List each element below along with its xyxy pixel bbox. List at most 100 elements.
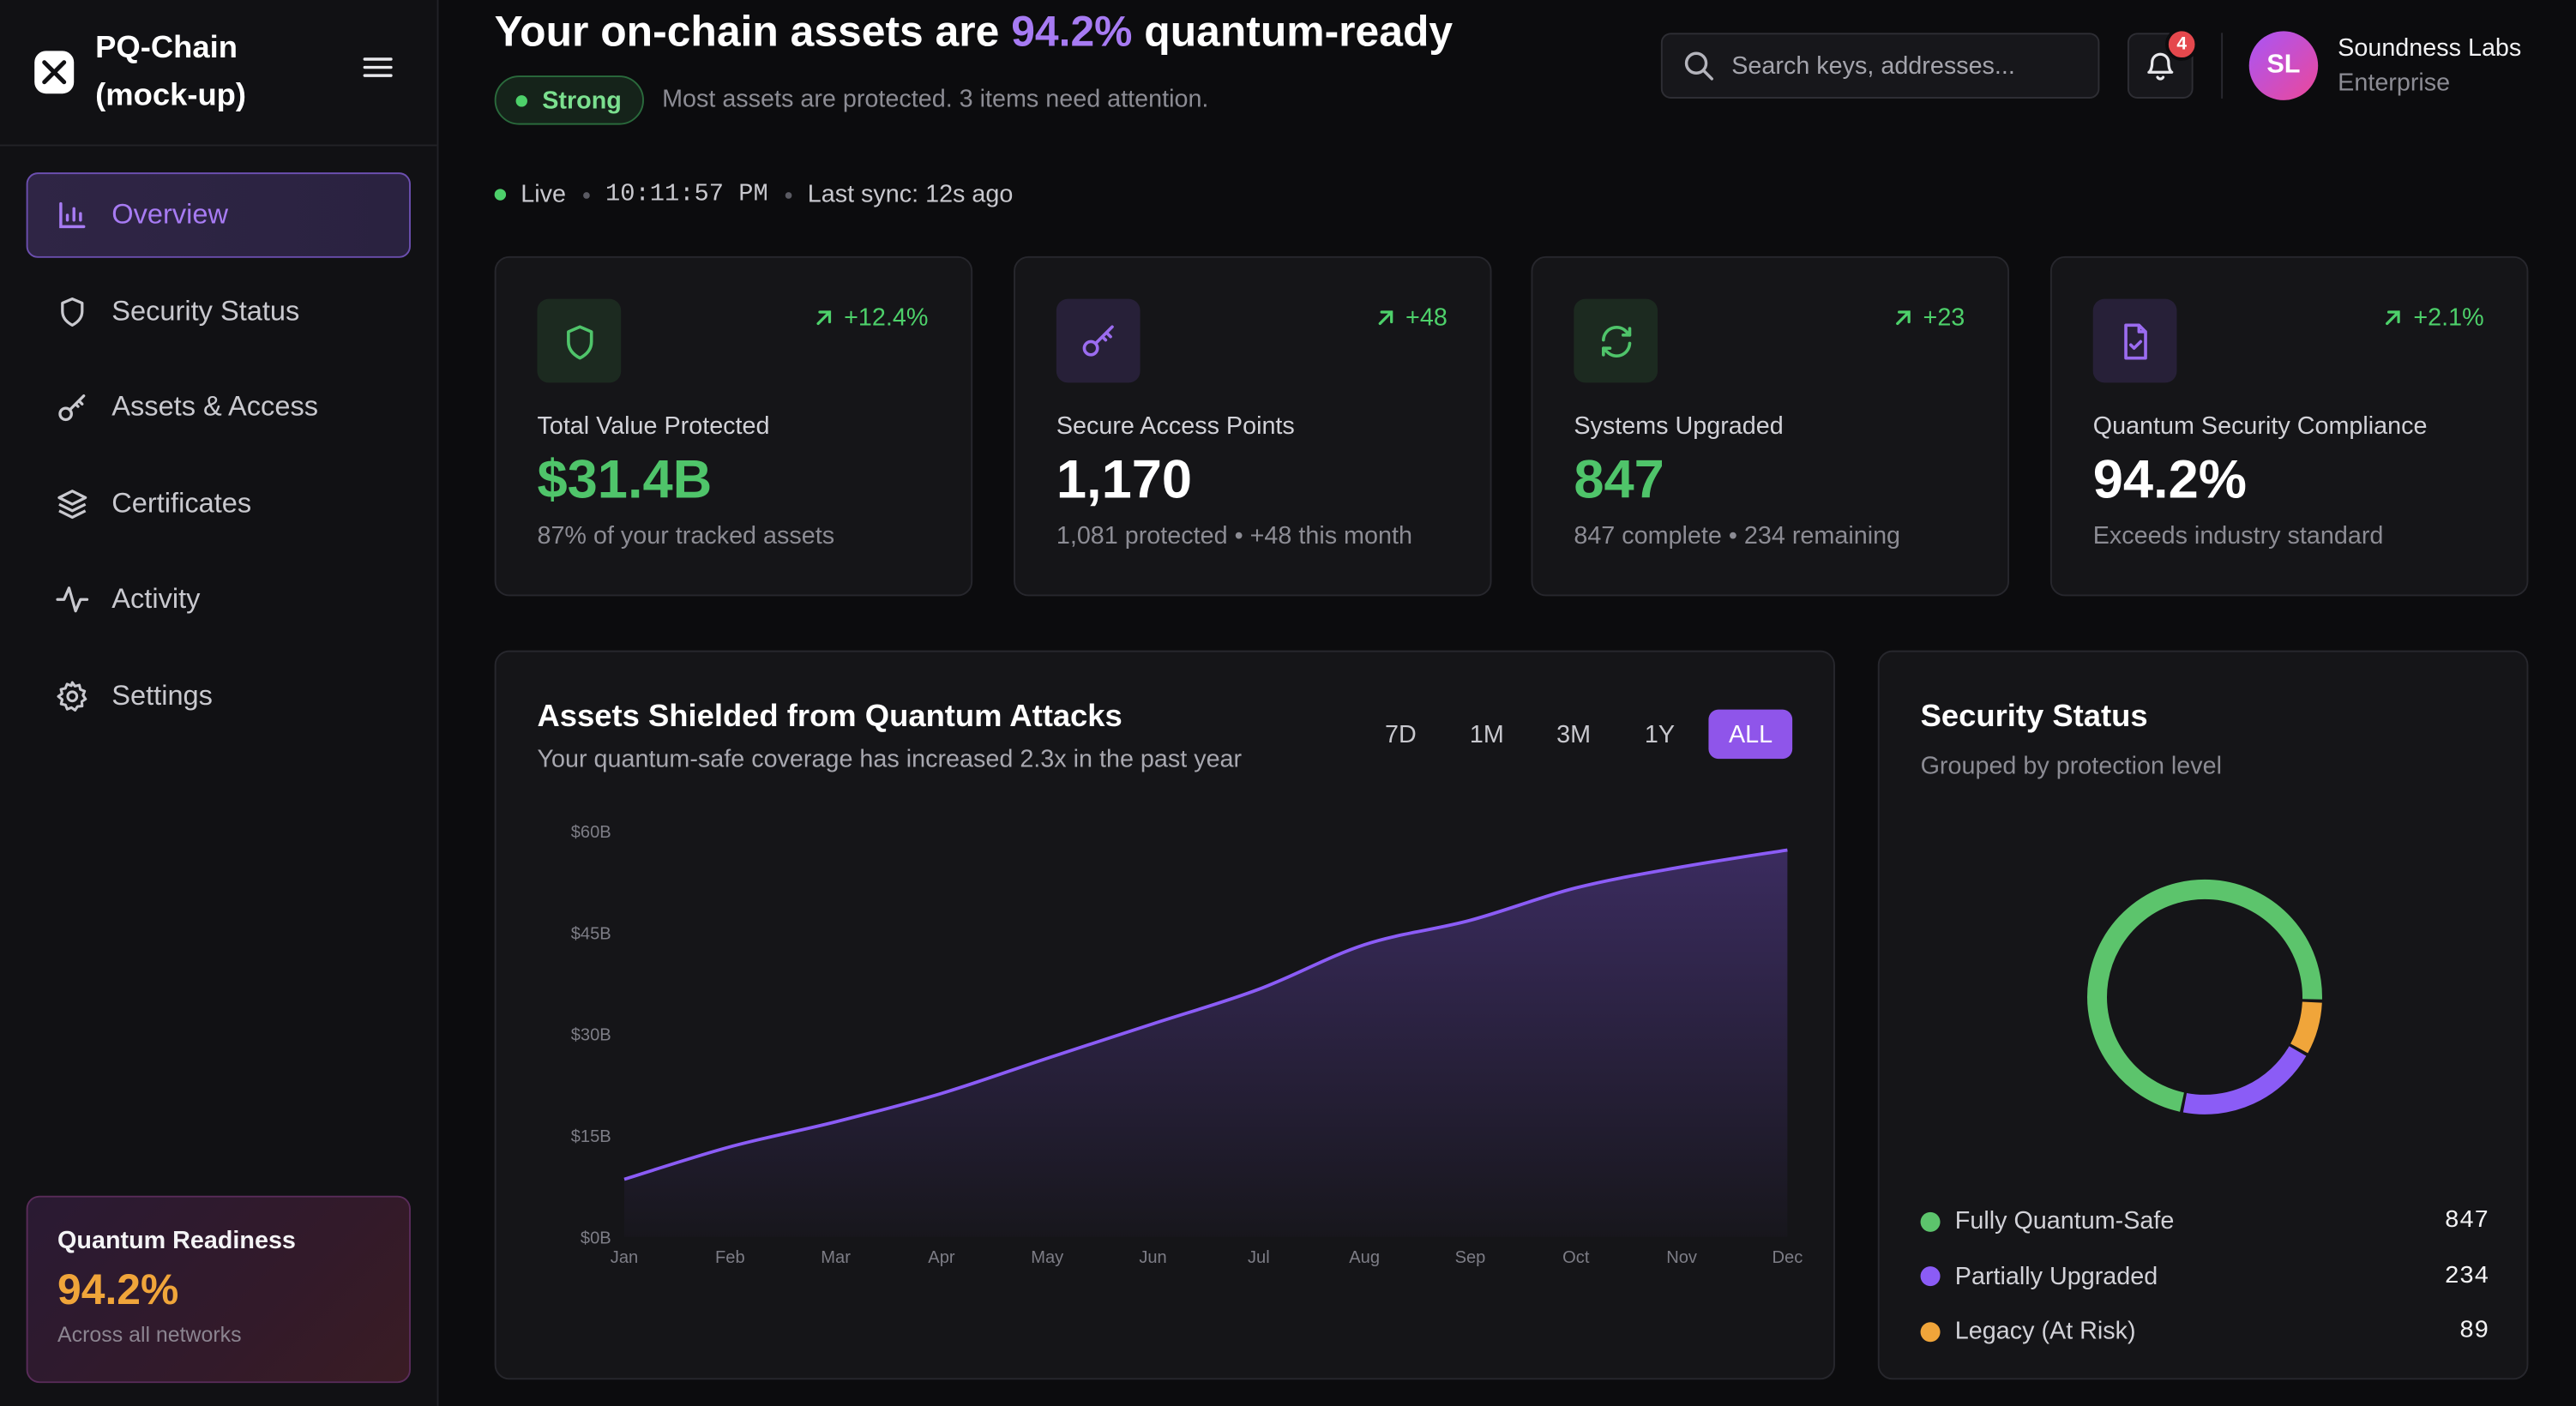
range-tab-1m[interactable]: 1M <box>1469 720 1504 748</box>
range-tab-all[interactable]: ALL <box>1709 709 1793 760</box>
kpi-delta: +12.4% <box>813 303 928 332</box>
sidebar-item-label: Security Status <box>111 294 300 327</box>
separator-dot <box>582 191 589 198</box>
x-tick-label: Nov <box>1666 1248 1697 1267</box>
gear-icon <box>57 680 87 711</box>
sidebar-item-activity[interactable]: Activity <box>27 556 411 642</box>
range-tab-1y[interactable]: 1Y <box>1644 720 1676 748</box>
status-message: Most assets are protected. 3 items need … <box>662 85 1209 114</box>
kpi-value: $31.4B <box>537 448 713 509</box>
headline-text-end: quantum-ready <box>1132 6 1454 57</box>
legend-item-legacy: Legacy (At Risk) 89 <box>1920 1304 2489 1359</box>
legend-item-partially-upgraded: Partially Upgraded 234 <box>1920 1249 2489 1304</box>
kpi-value: 847 <box>1574 448 1664 509</box>
x-tick-label: Aug <box>1349 1248 1380 1267</box>
kpi-label: Systems Upgraded <box>1574 412 1784 441</box>
separator-dot <box>784 191 791 198</box>
kpi-subtitle: Exceeds industry standard <box>2092 522 2384 550</box>
sidebar-item-settings[interactable]: Settings <box>27 653 411 739</box>
sidebar-item-overview[interactable]: Overview <box>26 172 411 258</box>
x-tick-label: Jul <box>1248 1248 1270 1267</box>
kpi-delta: +2.1% <box>2382 303 2484 332</box>
kpi-card-total-value[interactable]: +12.4% Total Value Protected $31.4B 87% … <box>494 255 973 597</box>
headline-percent: 94.2% <box>1011 6 1133 57</box>
readiness-subtitle: Across all networks <box>57 1322 242 1347</box>
donut-slice-fully-quantum-safe[interactable] <box>2087 879 2322 1112</box>
x-tick-label: Jun <box>1139 1248 1166 1267</box>
kpi-label: Secure Access Points <box>1056 412 1295 441</box>
page-title: Your on-chain assets are 94.2% quantum-r… <box>495 7 1453 57</box>
y-tick-label: $45B <box>571 924 611 943</box>
live-label: Live <box>521 180 567 209</box>
security-legend: Fully Quantum-Safe 847 Partially Upgrade… <box>1920 1194 2489 1360</box>
file-check-icon <box>2123 322 2146 359</box>
search-input[interactable] <box>1731 51 2061 80</box>
readiness-title: Quantum Readiness <box>57 1227 296 1255</box>
refresh-icon <box>1601 325 1631 358</box>
legend-label: Legacy (At Risk) <box>1954 1317 2136 1346</box>
range-tab-7d[interactable]: 7D <box>1385 720 1417 748</box>
kpi-subtitle: 847 complete • 234 remaining <box>1574 522 1901 550</box>
avatar[interactable]: SL <box>2248 31 2319 100</box>
kpi-icon-box <box>1574 298 1658 383</box>
kpi-card-access-points[interactable]: +48 Secure Access Points 1,170 1,081 pro… <box>1014 255 1492 597</box>
user-name[interactable]: Soundness Labs <box>2338 34 2522 63</box>
headline-text: Your on-chain assets are <box>494 6 1012 57</box>
quantum-readiness-card: Quantum Readiness 94.2% Across all netwo… <box>26 1195 411 1384</box>
legend-value: 847 <box>2444 1207 2489 1236</box>
kpi-icon-box <box>1056 298 1141 383</box>
kpi-subtitle-a: 847 complete <box>1574 522 1722 550</box>
range-tab-3m[interactable]: 3M <box>1556 720 1592 748</box>
sidebar-item-security-status[interactable]: Security Status <box>27 268 411 354</box>
x-tick-label: May <box>1031 1248 1064 1267</box>
kpi-card-compliance[interactable]: +2.1% Quantum Security Compliance 94.2% … <box>2049 255 2529 597</box>
kpi-icon-box <box>537 298 622 383</box>
donut-slice-legacy-at-risk[interactable] <box>2290 1001 2322 1054</box>
search-box[interactable] <box>1660 33 2100 99</box>
readiness-value: 94.2% <box>57 1265 179 1314</box>
x-tick-label: Sep <box>1455 1248 1486 1267</box>
arrow-up-right-icon <box>1377 310 1393 326</box>
brand: PQ-Chain (mock-up) <box>0 0 437 147</box>
sidebar-item-assets-access[interactable]: Assets & Access <box>27 364 411 450</box>
search-icon <box>1684 51 1713 81</box>
activity-icon <box>56 586 89 613</box>
kpi-delta-value: +23 <box>1923 303 1965 332</box>
notifications-button[interactable]: 4 <box>2127 27 2199 99</box>
menu-icon[interactable] <box>363 56 393 79</box>
sidebar-item-label: Certificates <box>111 487 252 519</box>
live-time: 10:11:57 PM <box>605 180 768 209</box>
legend-dot <box>1920 1266 1941 1287</box>
series-line <box>623 848 1788 1181</box>
donut-slice-partially-upgraded[interactable] <box>2182 1045 2307 1115</box>
y-tick-label: $30B <box>571 1026 611 1045</box>
kpi-subtitle-a: 1,081 protected <box>1056 522 1228 550</box>
security-status-subtitle: Grouped by protection level <box>1920 752 2223 781</box>
kpi-value: 1,170 <box>1056 448 1193 509</box>
sidebar-nav: Overview Security Status Assets & Access… <box>0 147 437 776</box>
y-tick-label: $15B <box>571 1127 611 1146</box>
kpi-subtitle: 87% of your tracked assets <box>537 522 835 550</box>
bell-icon <box>2147 52 2174 81</box>
sidebar-item-label: Settings <box>111 679 213 711</box>
kpi-delta-value: +48 <box>1405 303 1447 332</box>
donut-chart <box>2087 879 2322 1115</box>
kpi-subtitle-b: 234 remaining <box>1743 522 1901 550</box>
sidebar-item-certificates[interactable]: Certificates <box>27 460 411 546</box>
layers-icon <box>57 489 87 519</box>
x-tick-label: Dec <box>1773 1248 1803 1267</box>
shield-icon <box>566 324 593 359</box>
kpi-card-systems-upgraded[interactable]: +23 Systems Upgraded 847 847 complete • … <box>1531 255 2010 597</box>
bar-chart-icon <box>59 201 86 229</box>
legend-label: Fully Quantum-Safe <box>1954 1207 2175 1236</box>
x-tick-label: Oct <box>1562 1248 1590 1267</box>
header-divider <box>2221 33 2224 99</box>
key-icon <box>1081 324 1113 356</box>
notification-count-badge: 4 <box>2165 27 2199 61</box>
kpi-value: 94.2% <box>2092 448 2248 509</box>
kpi-delta: +48 <box>1375 303 1447 332</box>
kpi-delta-value: +2.1% <box>2413 303 2484 332</box>
legend-dot <box>1920 1321 1941 1342</box>
kpi-label: Quantum Security Compliance <box>2092 412 2428 441</box>
status-dot <box>515 94 527 106</box>
